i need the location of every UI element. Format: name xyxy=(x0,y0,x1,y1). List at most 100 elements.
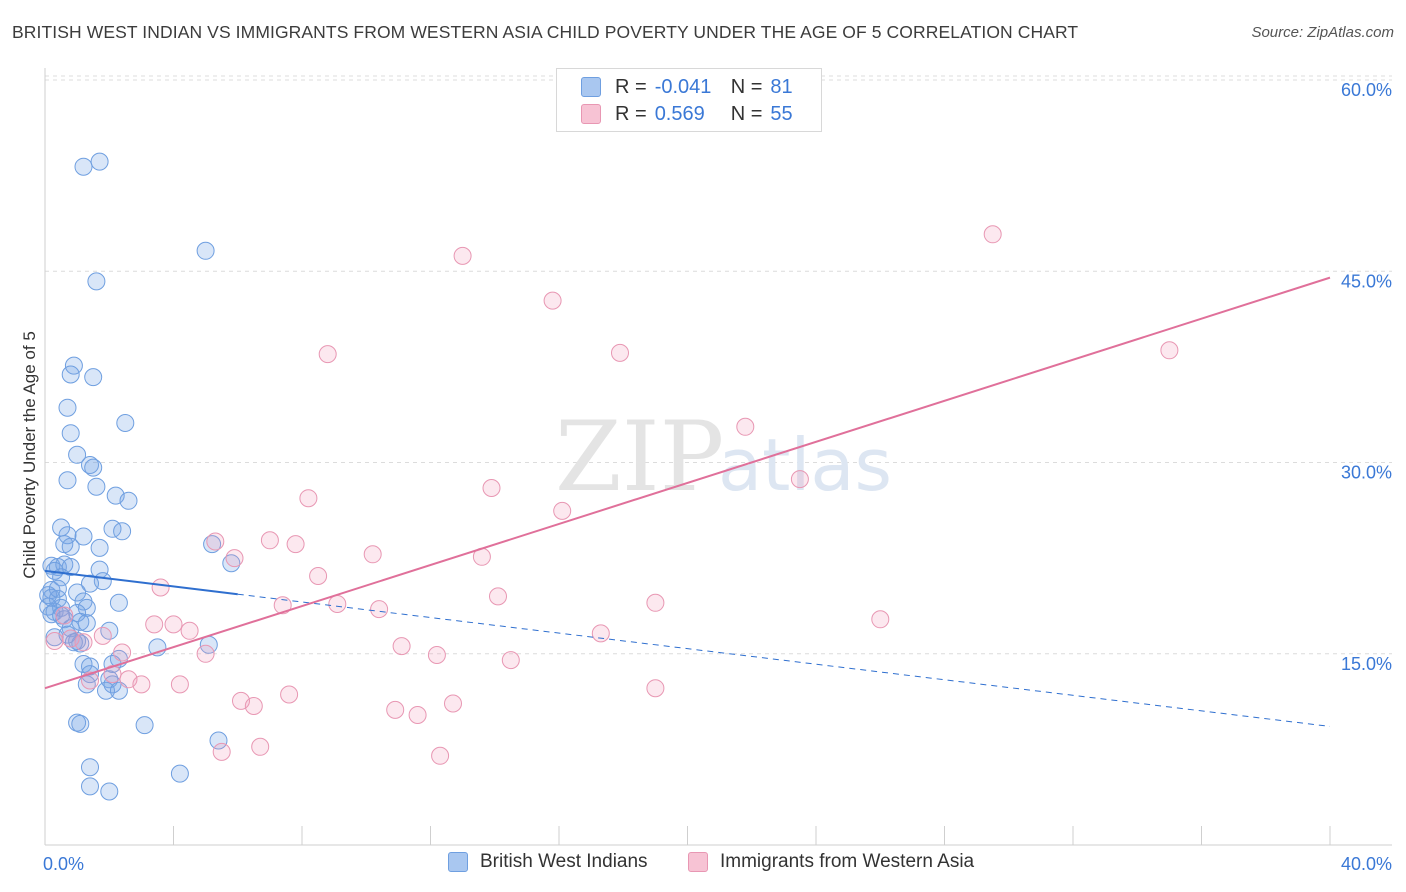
point-immigrants-western-asia xyxy=(74,633,93,652)
point-immigrants-western-asia xyxy=(81,671,99,690)
point-immigrants-western-asia xyxy=(206,532,225,551)
point-british-west-indians xyxy=(61,365,80,384)
point-immigrants-western-asia xyxy=(212,742,231,761)
legend-n-label: N = xyxy=(730,75,763,98)
point-immigrants-western-asia xyxy=(244,697,263,715)
bottom-legend-swatch-pink xyxy=(688,852,708,872)
legend-r-value: -0.041 xyxy=(654,75,712,98)
point-immigrants-western-asia xyxy=(299,489,318,508)
point-immigrants-western-asia xyxy=(646,593,665,612)
point-immigrants-western-asia xyxy=(489,587,507,606)
point-british-west-indians xyxy=(58,398,77,417)
point-british-west-indians xyxy=(68,713,87,732)
tick-labels: 15.0% 30.0% 45.0% 60.0% 0.0% 40.0% xyxy=(43,80,1392,874)
y-tick-label: 30.0% xyxy=(1341,463,1392,483)
legend-r-label: R = xyxy=(615,75,647,98)
point-british-west-indians xyxy=(42,588,61,607)
point-british-west-indians xyxy=(55,610,74,629)
point-immigrants-western-asia xyxy=(431,746,450,765)
point-british-west-indians xyxy=(87,272,106,291)
series-british-west-indians-points xyxy=(39,152,241,801)
point-british-west-indians xyxy=(109,593,128,612)
point-immigrants-western-asia xyxy=(151,578,170,597)
point-immigrants-western-asia xyxy=(501,651,520,670)
bottom-legend-label: Immigrants from Western Asia xyxy=(720,851,975,872)
trend-line-british-west-indians-extension xyxy=(237,593,1331,727)
point-immigrants-western-asia xyxy=(164,615,183,634)
bottom-legend-immigrants-western-asia: Immigrants from Western Asia xyxy=(688,851,974,873)
y-axis-label: Child Poverty Under the Age of 5 xyxy=(20,331,39,579)
point-british-west-indians xyxy=(77,614,96,633)
point-british-west-indians xyxy=(61,537,80,556)
point-immigrants-western-asia xyxy=(260,531,279,550)
point-immigrants-western-asia xyxy=(444,694,462,713)
point-british-west-indians xyxy=(196,241,215,260)
point-immigrants-western-asia xyxy=(225,549,244,568)
gridlines xyxy=(45,75,1392,655)
point-immigrants-western-asia xyxy=(453,246,472,265)
point-immigrants-western-asia xyxy=(1160,341,1179,360)
point-immigrants-western-asia xyxy=(591,624,610,643)
point-british-west-indians xyxy=(116,414,135,432)
point-immigrants-western-asia xyxy=(251,737,270,756)
point-immigrants-western-asia xyxy=(482,479,501,497)
source-credit: Source: ZipAtlas.com xyxy=(1251,24,1394,41)
point-british-west-indians xyxy=(61,424,80,443)
legend-r-label: R = xyxy=(615,102,647,125)
point-british-west-indians xyxy=(74,527,93,546)
point-immigrants-western-asia xyxy=(543,291,562,310)
point-british-west-indians xyxy=(81,456,99,474)
point-immigrants-western-asia xyxy=(55,606,74,625)
point-british-west-indians xyxy=(81,758,99,777)
point-british-west-indians xyxy=(71,612,90,631)
bottom-legend-swatch-blue xyxy=(448,852,468,872)
point-british-west-indians xyxy=(203,535,222,554)
point-british-west-indians xyxy=(119,491,138,510)
point-immigrants-western-asia xyxy=(736,417,755,436)
point-british-west-indians xyxy=(81,657,99,676)
point-british-west-indians xyxy=(81,574,99,593)
bottom-legend-label: British West Indians xyxy=(480,851,648,872)
point-british-west-indians xyxy=(74,157,93,176)
watermark-zip: ZIP xyxy=(555,401,724,513)
point-immigrants-western-asia xyxy=(273,596,292,615)
point-immigrants-western-asia xyxy=(328,595,347,613)
legend-n-label: N = xyxy=(730,102,763,125)
point-immigrants-western-asia xyxy=(280,685,299,704)
correlation-legend: R = -0.041 N = 81 R = 0.569 N = 55 xyxy=(556,68,822,132)
point-immigrants-western-asia xyxy=(309,567,328,585)
point-british-west-indians xyxy=(68,583,87,602)
point-immigrants-western-asia xyxy=(427,646,446,664)
legend-row-british-west-indians: R = -0.041 N = 81 xyxy=(581,74,793,100)
series-immigrants-western-asia-points xyxy=(45,111,1179,765)
axes xyxy=(44,68,1392,846)
point-immigrants-western-asia xyxy=(113,643,132,662)
point-british-west-indians xyxy=(58,471,77,490)
chart-title: BRITISH WEST INDIAN VS IMMIGRANTS FROM W… xyxy=(12,22,1079,42)
point-immigrants-western-asia xyxy=(790,470,809,489)
point-british-west-indians xyxy=(90,152,109,171)
watermark-atlas: atlas xyxy=(718,423,892,507)
point-british-west-indians xyxy=(135,716,154,735)
point-british-west-indians xyxy=(97,681,115,700)
point-british-west-indians xyxy=(209,731,228,750)
point-immigrants-western-asia xyxy=(983,225,1002,244)
legend-r-value: 0.569 xyxy=(654,102,705,125)
point-immigrants-western-asia xyxy=(180,621,199,640)
y-tick-label: 15.0% xyxy=(1341,654,1392,674)
point-british-west-indians xyxy=(84,368,103,387)
point-immigrants-western-asia xyxy=(363,545,382,564)
legend-row-immigrants-western-asia: R = 0.569 N = 55 xyxy=(581,101,793,127)
point-british-west-indians xyxy=(222,554,241,573)
bottom-legend-british-west-indians: British West Indians xyxy=(448,851,648,873)
point-british-west-indians xyxy=(81,777,99,796)
point-british-west-indians xyxy=(42,556,61,575)
point-immigrants-western-asia xyxy=(145,615,164,634)
point-immigrants-western-asia xyxy=(646,679,665,698)
point-immigrants-western-asia xyxy=(611,343,629,362)
legend-swatch-pink xyxy=(581,104,601,124)
point-british-west-indians xyxy=(113,522,132,541)
y-tick-label: 45.0% xyxy=(1341,271,1392,291)
point-immigrants-western-asia xyxy=(386,700,405,719)
